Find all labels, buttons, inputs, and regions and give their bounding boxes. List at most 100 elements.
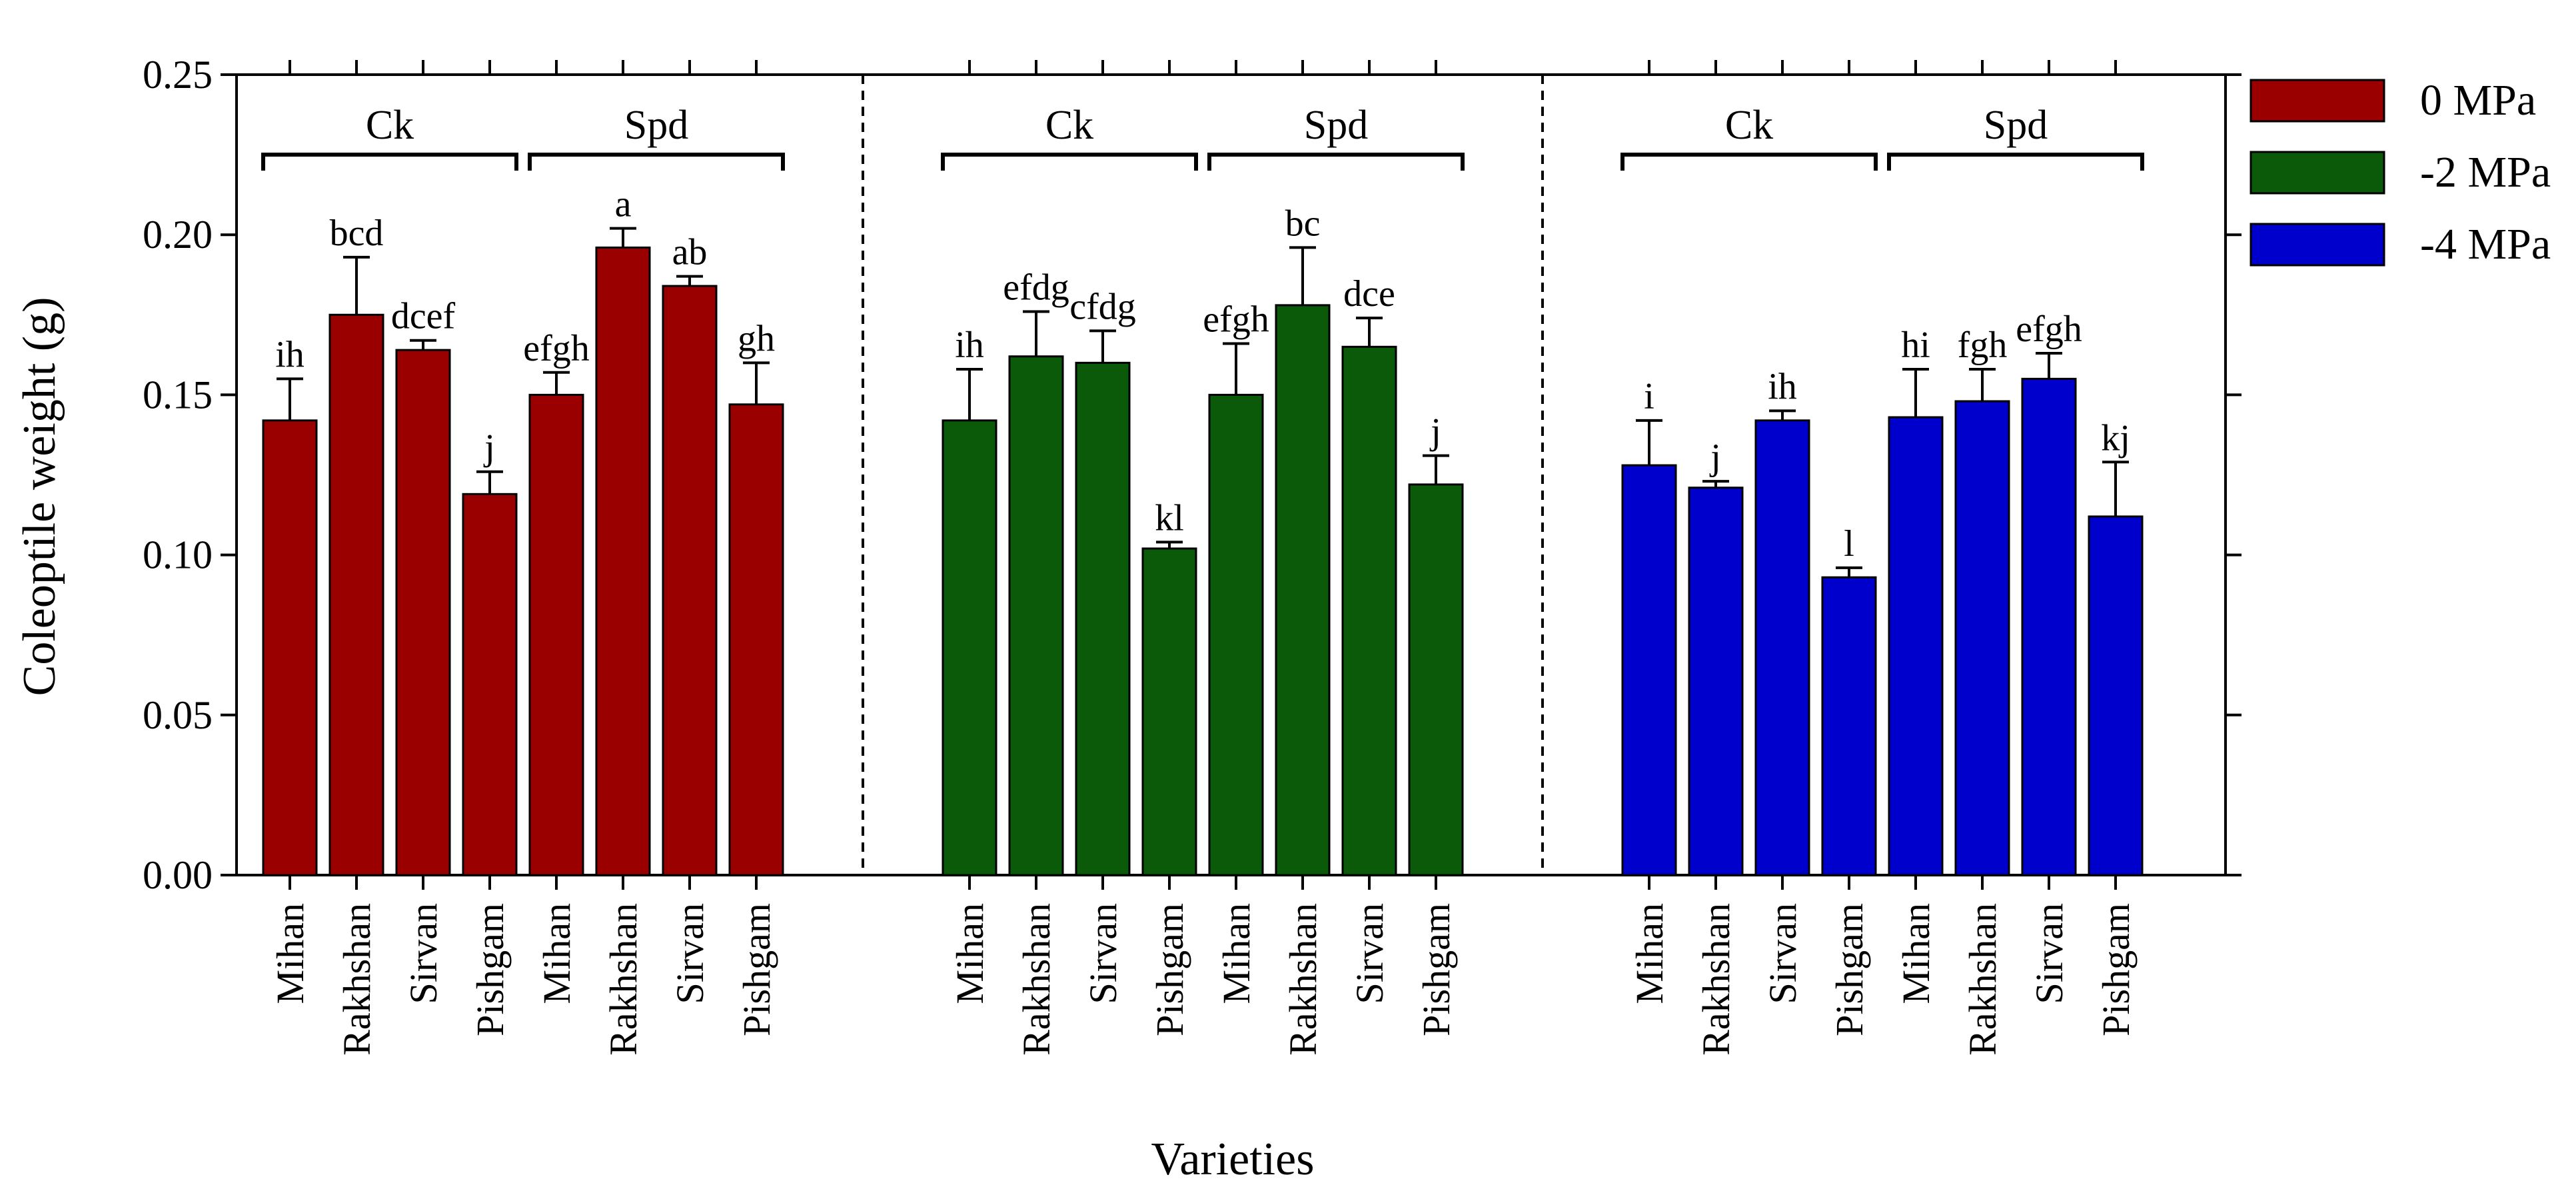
legend-swatch [2250,223,2385,267]
group-bracket [941,153,1198,171]
bar [395,349,451,876]
bar [1341,345,1397,876]
group-label: Ck [1725,103,1773,148]
x-axis: Varieties Mihan Rakhshan Sirvan Pishgam Miha… [269,60,2138,1185]
group-label: Spd [624,103,688,148]
bar [1688,487,1744,876]
x-category-label: Mihan [1628,903,1671,1004]
x-category-label: Mihan [948,903,991,1004]
significance-letter: fgh [1958,325,2008,366]
legend: 0 MPa -2 MPa -4 MPa [2250,76,2551,269]
bar [462,493,518,876]
significance-letter: a [615,184,632,225]
bar [662,285,718,876]
significance-letter: ab [672,232,708,273]
significance-letter: bcd [330,213,384,254]
group-bracket [1620,153,1878,171]
significance-letter: ih [275,334,305,375]
bar [1621,464,1677,876]
significance-letter: bc [1285,203,1321,244]
significance-letter: efgh [523,328,590,369]
bar [1954,400,2010,876]
group-label: Spd [1984,103,2048,148]
bar [1754,419,1810,876]
x-category-label: Sirvan [668,903,712,1004]
y-tick-label: 0.20 [143,213,213,257]
significance-letter: dcef [391,296,456,337]
legend-label: -4 MPa [2420,220,2551,269]
x-category-label: Sirvan [402,903,445,1004]
significance-letter: dce [1343,273,1395,315]
significance-letter: i [1644,376,1654,417]
x-category-label: Rakhshan [1694,903,1738,1056]
y-tick-label: 0.05 [143,693,213,737]
x-category-label: Sirvan [2028,903,2071,1004]
legend-swatch [2250,79,2385,123]
x-category-label: Sirvan [1348,903,1391,1004]
significance-letter: gh [738,318,775,359]
significance-letter: hi [1901,325,1930,366]
bar [328,313,384,876]
group-brackets: Ck Spd Ck Spd Ck Spd [261,103,2144,171]
bar [1275,304,1331,876]
significance-letter: efgh [1203,299,1269,341]
bar [1888,416,1944,876]
significance-letter: ih [955,325,984,366]
bar [728,403,784,876]
significance-letter: efdg [1003,267,1069,308]
x-category-label: Mihan [1215,903,1258,1004]
x-category-label: Sirvan [1081,903,1125,1004]
bar [595,246,651,876]
x-category-label: Mihan [1894,903,1938,1004]
bar [1208,393,1264,876]
significance-letter: j [483,427,495,469]
x-category-label: Sirvan [1761,903,1804,1004]
significance-letter: efgh [2016,309,2082,350]
y-tick-label: 0.15 [143,373,213,417]
y-tick-label: 0.10 [143,533,213,577]
bar [1141,547,1197,876]
x-category-label: Rakhshan [1281,903,1325,1056]
group-label: Spd [1304,103,1368,148]
significance-letter: cfdg [1069,286,1136,327]
x-category-label: Pishgam [2094,903,2138,1036]
group-bracket [261,153,518,171]
x-category-label: Pishgam [1148,903,1191,1036]
bar [528,393,584,876]
x-category-label: Rakhshan [1961,903,2004,1056]
bar [262,419,318,876]
x-category-label: Rakhshan [1015,903,1058,1056]
y-axis-title: Coleoptile weight (g) [14,297,65,696]
bar [2021,377,2077,876]
significance-letter: ih [1768,366,1797,407]
x-category-label: Rakhshan [335,903,378,1056]
bar [942,419,997,876]
group-label: Ck [1045,103,1093,148]
bar [2088,515,2144,876]
group-bracket [1887,153,2144,171]
bar [1821,576,1877,876]
x-category-label: Pishgam [468,903,512,1036]
legend-swatch [2250,151,2385,195]
significance-letter: j [1429,411,1441,453]
y-tick-label: 0.25 [143,53,213,97]
significance-letter: l [1844,523,1854,565]
legend-label: 0 MPa [2420,76,2536,125]
x-category-label: Pishgam [735,903,778,1036]
significance-letter: kj [2101,417,2130,459]
bar [1075,361,1131,876]
bar [1408,483,1464,876]
x-category-label: Rakhshan [602,903,645,1056]
group-label: Ck [366,103,414,148]
x-axis-title: Varieties [1151,1134,1315,1185]
y-axis: Coleoptile weight (g) 0.00 0.05 0.10 0.15 0.… [14,53,2242,897]
group-bracket [1207,153,1465,171]
significance-letter: j [1709,437,1721,478]
x-category-label: Pishgam [1415,903,1458,1036]
legend-label: -2 MPa [2420,148,2551,197]
x-category-label: Mihan [269,903,312,1004]
group-bracket [528,153,785,171]
x-category-label: Pishgam [1828,903,1871,1036]
